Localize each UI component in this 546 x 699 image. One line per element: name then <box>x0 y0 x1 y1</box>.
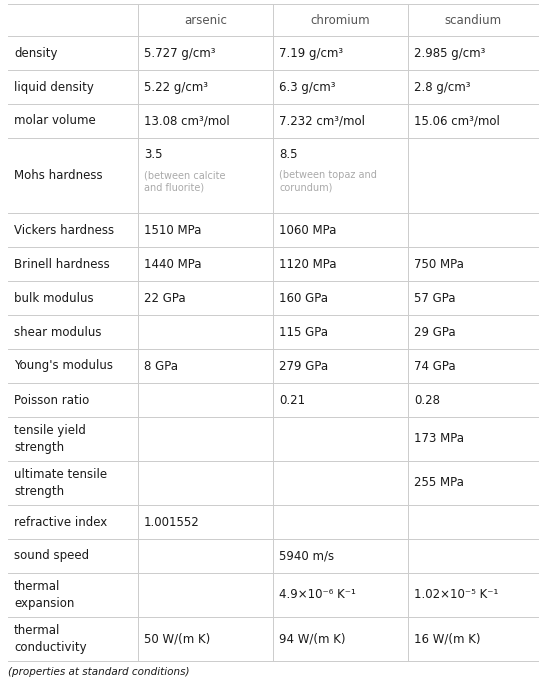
Text: 1.001552: 1.001552 <box>144 515 200 528</box>
Text: 2.985 g/cm³: 2.985 g/cm³ <box>414 47 485 59</box>
Text: 1120 MPa: 1120 MPa <box>279 257 336 271</box>
Text: 1510 MPa: 1510 MPa <box>144 224 201 236</box>
Text: ultimate tensile
strength: ultimate tensile strength <box>14 468 107 498</box>
Text: Poisson ratio: Poisson ratio <box>14 394 89 407</box>
Text: 750 MPa: 750 MPa <box>414 257 464 271</box>
Text: 94 W/(m K): 94 W/(m K) <box>279 633 346 645</box>
Text: shear modulus: shear modulus <box>14 326 102 338</box>
Text: 22 GPa: 22 GPa <box>144 291 186 305</box>
Text: 8 GPa: 8 GPa <box>144 359 178 373</box>
Text: 0.21: 0.21 <box>279 394 305 407</box>
Text: 50 W/(m K): 50 W/(m K) <box>144 633 210 645</box>
Text: 5.727 g/cm³: 5.727 g/cm³ <box>144 47 215 59</box>
Text: sound speed: sound speed <box>14 549 89 563</box>
Text: 29 GPa: 29 GPa <box>414 326 456 338</box>
Text: Vickers hardness: Vickers hardness <box>14 224 114 236</box>
Text: (between topaz and
corundum): (between topaz and corundum) <box>279 171 377 193</box>
Text: density: density <box>14 47 57 59</box>
Text: 173 MPa: 173 MPa <box>414 433 464 445</box>
Text: scandium: scandium <box>444 13 502 27</box>
Text: 16 W/(m K): 16 W/(m K) <box>414 633 480 645</box>
Text: 74 GPa: 74 GPa <box>414 359 456 373</box>
Text: 1440 MPa: 1440 MPa <box>144 257 201 271</box>
Text: 115 GPa: 115 GPa <box>279 326 328 338</box>
Text: 7.232 cm³/mol: 7.232 cm³/mol <box>279 115 365 127</box>
Text: 160 GPa: 160 GPa <box>279 291 328 305</box>
Text: 7.19 g/cm³: 7.19 g/cm³ <box>279 47 343 59</box>
Text: chromium: chromium <box>311 13 370 27</box>
Text: 8.5: 8.5 <box>279 148 298 161</box>
Text: 4.9×10⁻⁶ K⁻¹: 4.9×10⁻⁶ K⁻¹ <box>279 589 356 602</box>
Text: (between calcite
and fluorite): (between calcite and fluorite) <box>144 171 225 193</box>
Text: 5.22 g/cm³: 5.22 g/cm³ <box>144 80 208 94</box>
Text: bulk modulus: bulk modulus <box>14 291 93 305</box>
Text: 3.5: 3.5 <box>144 148 162 161</box>
Text: arsenic: arsenic <box>184 13 227 27</box>
Text: Brinell hardness: Brinell hardness <box>14 257 110 271</box>
Text: 1060 MPa: 1060 MPa <box>279 224 336 236</box>
Text: molar volume: molar volume <box>14 115 96 127</box>
Text: tensile yield
strength: tensile yield strength <box>14 424 86 454</box>
Text: thermal
expansion: thermal expansion <box>14 580 74 610</box>
Text: 255 MPa: 255 MPa <box>414 477 464 489</box>
Text: 13.08 cm³/mol: 13.08 cm³/mol <box>144 115 230 127</box>
Text: 2.8 g/cm³: 2.8 g/cm³ <box>414 80 471 94</box>
Text: thermal
conductivity: thermal conductivity <box>14 624 87 654</box>
Text: 0.28: 0.28 <box>414 394 440 407</box>
Text: 279 GPa: 279 GPa <box>279 359 328 373</box>
Text: 57 GPa: 57 GPa <box>414 291 456 305</box>
Text: Young's modulus: Young's modulus <box>14 359 113 373</box>
Text: refractive index: refractive index <box>14 515 107 528</box>
Text: (properties at standard conditions): (properties at standard conditions) <box>8 667 189 677</box>
Text: 1.02×10⁻⁵ K⁻¹: 1.02×10⁻⁵ K⁻¹ <box>414 589 498 602</box>
Text: 6.3 g/cm³: 6.3 g/cm³ <box>279 80 335 94</box>
Text: 5940 m/s: 5940 m/s <box>279 549 334 563</box>
Text: Mohs hardness: Mohs hardness <box>14 169 103 182</box>
Text: liquid density: liquid density <box>14 80 94 94</box>
Text: 15.06 cm³/mol: 15.06 cm³/mol <box>414 115 500 127</box>
